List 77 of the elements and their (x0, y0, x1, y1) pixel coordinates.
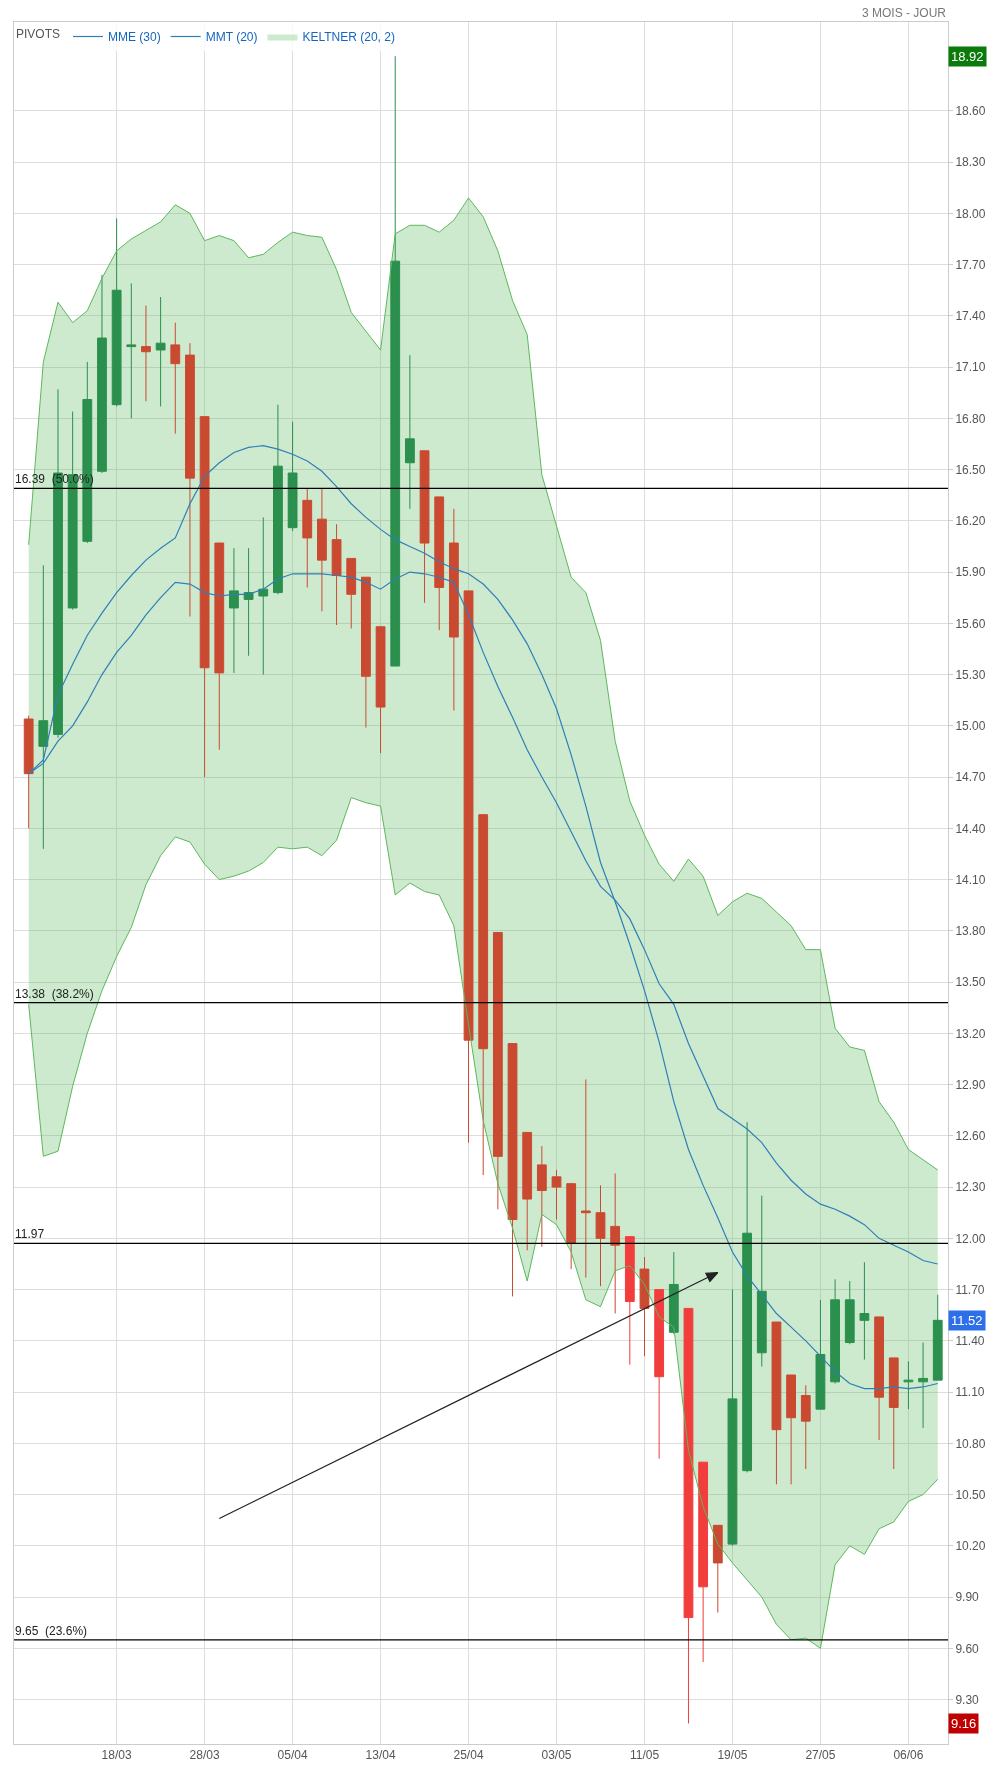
candlestick (287, 421, 298, 532)
annotation: 11.52 (951, 1313, 983, 1328)
candlestick (639, 1256, 650, 1357)
candlestick (302, 487, 313, 588)
legend-label: MMT (20) (205, 30, 258, 45)
y-tick-label: 9.90 (955, 1590, 980, 1605)
x-tick-label: 28/03 (189, 1748, 220, 1763)
y-tick-label: 18.00 (955, 206, 986, 221)
x-tick-label: 27/05 (805, 1748, 836, 1763)
candlestick (404, 354, 415, 510)
candlestick (141, 305, 151, 402)
annotation: 9.16 (951, 1716, 977, 1731)
y-tick-label: 11.70 (955, 1282, 985, 1297)
candlestick (185, 342, 195, 617)
y-tick-label: 15.60 (955, 616, 986, 631)
y-tick-label: 12.30 (955, 1180, 986, 1195)
y-tick-label: 10.20 (955, 1539, 986, 1554)
ref-line-label: 13.38 (38.2%) (15, 987, 94, 1001)
y-tick-label: 17.10 (955, 360, 986, 375)
candlestick (756, 1195, 767, 1367)
candlestick (273, 404, 283, 595)
candlestick (155, 296, 166, 407)
y-tick-label: 17.70 (955, 257, 986, 272)
y-tick-label: 15.00 (955, 719, 986, 734)
y-tick-label: 15.90 (955, 565, 986, 580)
legend-label: MME (30) (108, 30, 161, 45)
x-tick-label: 19/05 (717, 1748, 748, 1763)
x-tick-label: 18/03 (101, 1748, 132, 1763)
y-tick-label: 16.80 (955, 411, 986, 426)
y-tick-label: 15.30 (955, 667, 986, 682)
y-tick-label: 9.60 (955, 1641, 980, 1656)
candlestick (317, 487, 327, 612)
y-tick-label: 12.60 (955, 1129, 986, 1144)
candlestick (727, 1289, 738, 1547)
y-tick-label: 12.00 (955, 1231, 986, 1246)
y-tick-label: 9.30 (955, 1692, 980, 1707)
candlestick (97, 274, 107, 474)
candlestick (126, 282, 137, 419)
candlestick (331, 523, 342, 626)
y-tick-label: 10.80 (955, 1436, 986, 1451)
x-tick-label: 03/05 (541, 1748, 572, 1763)
candlestick (903, 1360, 914, 1410)
y-tick-label: 11.40 (955, 1334, 985, 1349)
candlestick (742, 1121, 753, 1473)
ref-line-label: 11.97 (15, 1227, 45, 1241)
y-tick-label: 13.80 (955, 924, 986, 939)
x-tick-label: 06/06 (893, 1748, 924, 1763)
candlestick (610, 1172, 621, 1314)
y-tick-label: 13.50 (955, 975, 986, 990)
legend-label: KELTNER (20, 2) (302, 30, 395, 45)
y-tick-label: 16.50 (955, 462, 986, 477)
x-tick-label: 05/04 (277, 1748, 308, 1763)
x-tick-label: 13/04 (365, 1748, 396, 1763)
y-tick-label: 14.70 (955, 770, 986, 785)
candlestick (229, 547, 239, 674)
x-tick-label: 11/05 (629, 1748, 660, 1763)
chart-subtitle: 3 MOIS - JOUR (862, 6, 947, 20)
y-tick-label: 14.10 (955, 872, 986, 887)
legend-title: PIVOTS (16, 26, 61, 41)
y-tick-label: 12.90 (955, 1077, 986, 1092)
annotation: 18.92 (951, 49, 984, 64)
candlestick (830, 1278, 840, 1385)
candlestick (448, 508, 459, 711)
candlestick (595, 1184, 606, 1287)
y-tick-label: 14.40 (955, 821, 986, 836)
candlestick (918, 1342, 928, 1429)
x-tick-label: 25/04 (453, 1748, 484, 1763)
y-tick-label: 13.20 (955, 1026, 986, 1041)
y-tick-label: 17.40 (955, 309, 986, 324)
candlestick (170, 322, 181, 435)
y-tick-label: 18.60 (955, 104, 986, 119)
ref-line-label: 9.65 (23.6%) (15, 1624, 88, 1638)
candlestick (23, 715, 34, 829)
y-tick-label: 16.20 (955, 514, 986, 529)
y-tick-label: 11.10 (955, 1385, 985, 1400)
y-tick-label: 10.50 (955, 1487, 986, 1502)
y-tick-label: 18.30 (955, 155, 986, 170)
